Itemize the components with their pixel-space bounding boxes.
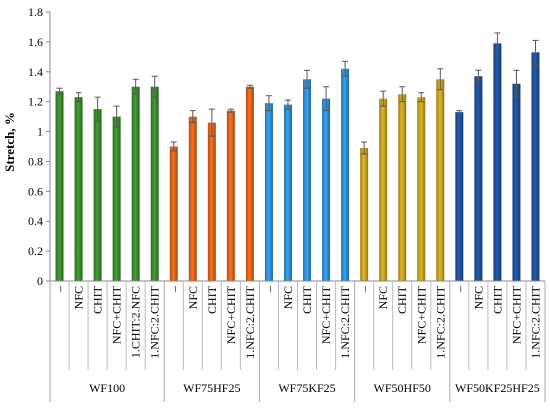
- category-label: CHIT: [205, 285, 219, 314]
- category-label: NFC: [72, 286, 86, 309]
- bar: [341, 68, 350, 282]
- category-label: –: [452, 285, 466, 293]
- bar: [112, 116, 121, 281]
- group-label: WF100: [89, 381, 125, 395]
- bars: [55, 32, 540, 282]
- y-tick-label: 0.8: [28, 154, 43, 168]
- category-label: –: [167, 285, 181, 293]
- category-label: 1.NFC:2.CHIT: [528, 285, 542, 358]
- category-label: CHIT: [395, 285, 409, 314]
- bar: [360, 147, 369, 281]
- category-label: –: [53, 285, 67, 293]
- y-tick-label: 0.4: [28, 214, 43, 228]
- bar: [188, 116, 197, 281]
- bar: [531, 52, 540, 281]
- group-label: WF75KF25: [278, 381, 335, 395]
- x-axis: – NFC CHIT NFC+CHIT 1.CHIT:2.NFC 1.NFC:2.CHIT…: [49, 280, 546, 402]
- y-tick-label: 1: [37, 125, 43, 139]
- group-label: WF50HF50: [374, 381, 431, 395]
- bar: [455, 112, 464, 281]
- bar: [512, 83, 521, 281]
- y-tick-label: 1.2: [28, 95, 43, 109]
- bar: [226, 110, 235, 281]
- category-label: NFC+CHIT: [110, 285, 124, 344]
- y-axis-label: Stretch, %: [2, 112, 17, 172]
- bar: [474, 76, 483, 281]
- bar: [436, 79, 445, 281]
- bar: [264, 103, 273, 282]
- category-label: NFC: [186, 286, 200, 309]
- category-label: 1.NFC:2.CHIT: [433, 285, 447, 358]
- bar: [493, 43, 502, 282]
- category-label: NFC+CHIT: [509, 285, 523, 344]
- category-label: 1.NFC:2.CHIT: [338, 285, 352, 358]
- y-tick-label: 0: [37, 274, 43, 288]
- category-label: NFC+CHIT: [319, 285, 333, 344]
- bar: [131, 86, 140, 281]
- y-tick-label: 0.2: [28, 244, 43, 258]
- category-label: NFC: [471, 286, 485, 309]
- bar: [55, 91, 64, 281]
- category-label: CHIT: [300, 285, 314, 314]
- bar: [74, 97, 83, 281]
- category-label: 1.NFC:2.CHIT: [148, 285, 162, 358]
- category-label: 1.CHIT:2.NFC: [129, 286, 143, 358]
- category-label: –: [357, 285, 371, 293]
- y-tick-label: 1.8: [28, 5, 43, 19]
- bar: [245, 86, 254, 281]
- bar: [207, 122, 216, 281]
- bar: [150, 86, 159, 281]
- category-label: NFC: [281, 286, 295, 309]
- y-tick-label: 1.6: [28, 35, 43, 49]
- category-label: NFC+CHIT: [224, 285, 238, 344]
- bar: [398, 94, 407, 281]
- y-axis: 0 0.2 0.4 0.6 0.8 1 1.2 1.4 1.6 1.8: [28, 5, 51, 288]
- bar: [283, 104, 292, 282]
- bar: [169, 146, 178, 281]
- category-label: NFC: [376, 286, 390, 309]
- category-label: CHIT: [490, 285, 504, 314]
- bar: [322, 98, 331, 281]
- bar: [379, 98, 388, 281]
- category-label: –: [262, 285, 276, 293]
- y-tick-label: 0.6: [28, 184, 43, 198]
- group-label: WF50KF25HF25: [455, 381, 540, 395]
- y-tick-label: 1.4: [28, 65, 43, 79]
- bar: [93, 109, 102, 281]
- category-label: 1.NFC:2.CHIT: [243, 285, 257, 358]
- category-label: CHIT: [91, 285, 105, 314]
- category-label: NFC+CHIT: [414, 285, 428, 344]
- group-label: WF75HF25: [183, 381, 240, 395]
- bar: [303, 79, 312, 281]
- bar: [417, 97, 426, 281]
